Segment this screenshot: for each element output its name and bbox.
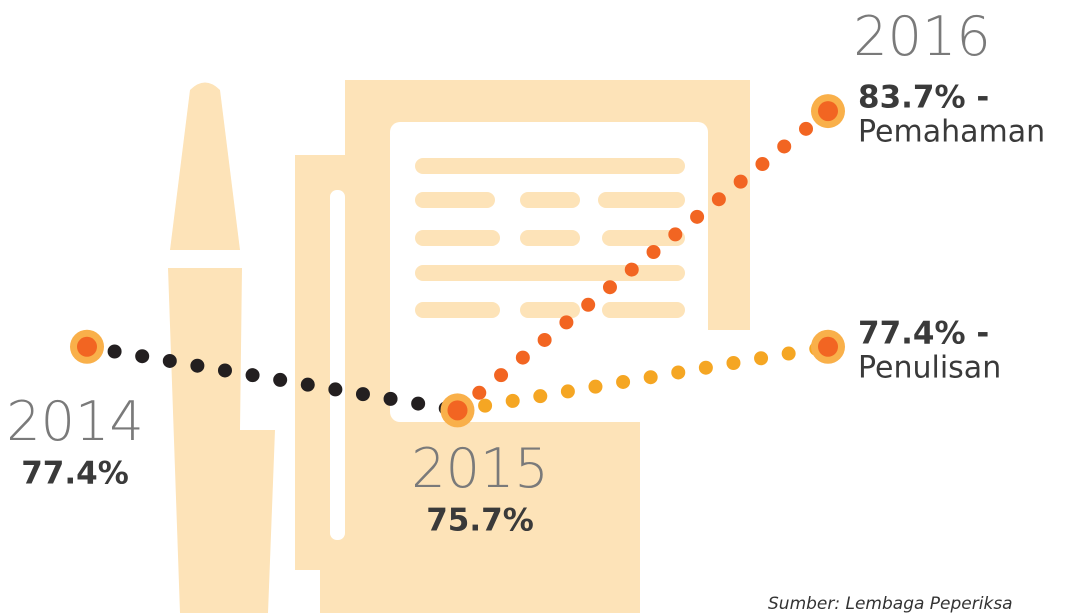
text-line: [602, 302, 685, 318]
year-label: 2014: [6, 390, 143, 453]
text-line: [415, 302, 500, 318]
point-marker: [811, 329, 845, 364]
year-label: 2016: [853, 5, 990, 68]
dotted-line: [450, 104, 835, 418]
value-label: 83.7% -: [858, 80, 989, 116]
series-name: Pemahaman: [858, 115, 1045, 150]
marker-dot: [818, 101, 838, 122]
pen-tip: [170, 82, 240, 250]
text-line: [415, 265, 685, 281]
source-note: Sumber: Lembaga Peperiksa: [768, 594, 1013, 613]
text-line: [415, 230, 500, 246]
marker-dot: [77, 336, 97, 357]
value-label: 77.4% -: [858, 315, 989, 351]
value-label: 77.4%: [21, 456, 129, 492]
value-label: 75.7%: [426, 503, 534, 539]
text-line: [520, 302, 580, 318]
background-art: [168, 80, 750, 613]
text-line: [415, 192, 495, 208]
text-line: [520, 230, 580, 246]
document-edge: [330, 190, 345, 540]
series-name: Penulisan: [858, 350, 1001, 385]
text-line: [520, 192, 580, 208]
text-line: [602, 230, 685, 246]
pen-body: [168, 268, 275, 613]
marker-dot: [818, 336, 838, 357]
text-line: [598, 192, 685, 208]
point-marker: [811, 94, 845, 129]
marker-dot: [447, 400, 468, 421]
dotted-line: [450, 339, 835, 418]
point-marker: [440, 393, 475, 428]
dotted-line: [80, 339, 465, 418]
text-line: [415, 158, 685, 174]
point-marker: [70, 329, 104, 364]
year-label: 2015: [411, 437, 548, 500]
